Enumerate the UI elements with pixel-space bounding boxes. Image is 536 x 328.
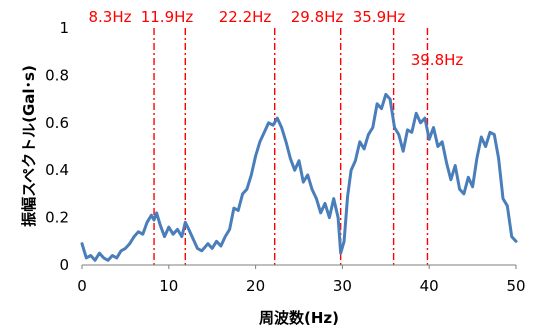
y-axis-title: 振幅スペクトル(Gal･s) <box>20 65 38 227</box>
x-tick-label: 0 <box>77 277 87 295</box>
peak-label: 29.8Hz <box>291 8 344 26</box>
axes: 0 10 20 30 40 50 0 0.2 0.4 0.6 0.8 1 <box>45 19 525 295</box>
y-tick-label: 0.2 <box>45 209 69 227</box>
series-line <box>80 92 518 262</box>
peak-label: 39.8Hz <box>411 51 464 69</box>
x-tick-label: 30 <box>333 277 352 295</box>
x-axis-title: 周波数(Hz) <box>259 309 339 327</box>
y-tick-label: 0.4 <box>45 161 69 179</box>
peak-label: 22.2Hz <box>219 8 272 26</box>
x-tick-label: 40 <box>420 277 439 295</box>
y-tick-label: 0.6 <box>45 114 69 132</box>
x-tick-label: 10 <box>159 277 178 295</box>
y-tick-label: 0.8 <box>45 66 69 84</box>
x-tick-label: 50 <box>506 277 525 295</box>
y-ticks: 0 0.2 0.4 0.6 0.8 1 <box>45 19 69 274</box>
x-tick-label: 20 <box>246 277 265 295</box>
peak-label: 8.3Hz <box>88 8 131 26</box>
x-ticks: 0 10 20 30 40 50 <box>77 265 526 295</box>
y-tick-label: 1 <box>59 19 69 37</box>
y-tick-label: 0 <box>59 256 69 274</box>
peak-label: 35.9Hz <box>353 8 406 26</box>
peak-label: 11.9Hz <box>141 8 194 26</box>
